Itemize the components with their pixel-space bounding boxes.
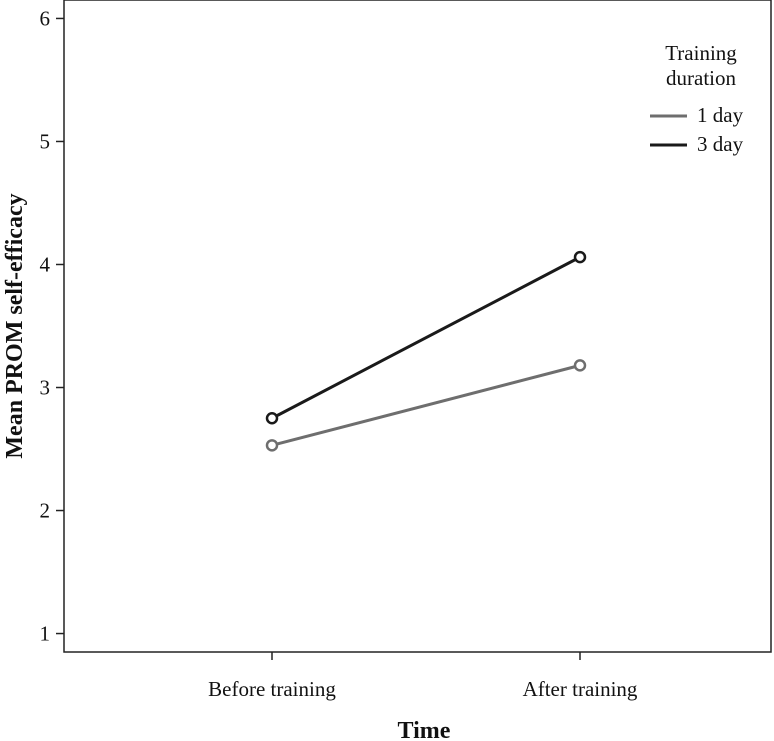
x-tick-label: Before training <box>208 677 336 701</box>
series-layer <box>265 250 587 452</box>
legend: Training duration 1 day 3 day <box>650 41 744 156</box>
series-line-2 <box>271 255 581 420</box>
legend-items: 1 day 3 day <box>650 103 744 156</box>
plot-area <box>63 0 772 653</box>
y-tick-label: 6 <box>40 6 51 30</box>
data-point <box>265 439 279 452</box>
legend-label: 3 day <box>697 132 744 156</box>
legend-title-line1: Training <box>665 41 737 65</box>
y-tick-label: 3 <box>40 376 51 400</box>
y-tick-label: 2 <box>40 499 51 523</box>
x-tick-label: After training <box>523 677 638 701</box>
y-axis: 1 2 3 4 5 6 <box>40 6 64 646</box>
x-axis: Before training After training <box>208 652 638 701</box>
x-axis-title: Time <box>398 718 451 741</box>
y-tick-label: 5 <box>40 129 51 153</box>
data-point <box>573 250 587 264</box>
legend-title-line2: duration <box>666 66 736 90</box>
y-axis-title: Mean PROM self-efficacy <box>2 193 28 458</box>
data-point <box>265 412 279 425</box>
y-tick-label: 1 <box>40 622 51 646</box>
series-line-1 <box>271 363 581 447</box>
data-point <box>573 359 587 372</box>
legend-label: 1 day <box>697 103 744 127</box>
y-tick-label: 4 <box>40 252 51 276</box>
